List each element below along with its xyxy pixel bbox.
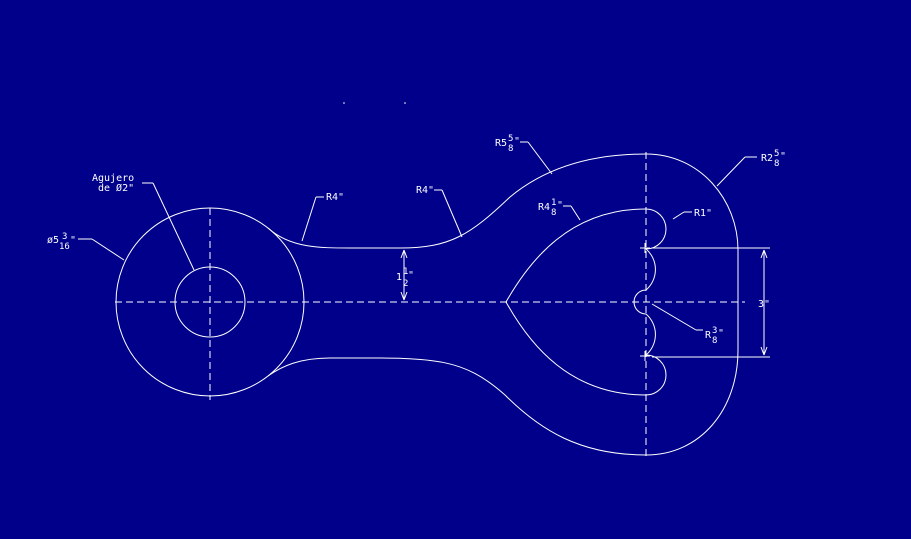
r4-inner-prefix: R4 [538,202,550,213]
r3-unit: " [718,328,724,339]
r5-unit: " [514,136,520,147]
dim-3-label: 3" [758,299,770,310]
outer-dia-leader [91,238,125,261]
r4-inner-leader [570,205,581,221]
r5-den: 8 [508,144,513,154]
stray-dot-left [343,102,345,104]
r4-inner-unit: " [557,200,563,211]
outer-dia-unit: " [70,235,76,246]
dimension-width [400,249,408,301]
hole-circle [174,266,246,338]
r4-left-leader [301,196,317,242]
r5-num: 5 [508,134,513,144]
inner-cutout [505,208,667,396]
outer-left-circle [115,207,305,397]
r4-mid-leader [441,189,463,238]
r5-leader [527,141,553,175]
center-lines [115,152,745,456]
r1-leader [672,211,685,220]
hole-label-line2: de Ø2" [98,182,134,194]
dimension-3in [652,247,770,358]
r2-prefix: R2 [761,153,773,164]
r2-unit: " [780,151,786,162]
hole-leader-line [152,182,195,271]
r3-num: 3 [712,326,717,336]
r3-leader [651,303,697,331]
r2-den: 8 [774,159,779,169]
width-dim-num: 1 [403,267,408,277]
hole-label-line1: Agujero [92,173,134,184]
outer-dia-num: 3 [62,232,67,242]
r3-den: 8 [712,336,717,346]
r2-num: 5 [774,149,779,159]
r3-prefix: R [705,330,712,341]
r1-label: R1" [694,208,712,219]
r4-inner-den: 8 [551,208,556,218]
center-marks [640,243,650,361]
stray-dot-right [404,102,406,104]
width-dim-whole: 1 [396,272,402,283]
r5-prefix: R5 [495,138,507,149]
outer-dia-prefix: ø5 [47,235,59,246]
r4-inner-num: 1 [551,198,556,208]
width-dim-unit: " [408,270,414,281]
width-dim-den: 2 [403,279,408,289]
r4-left-label: R4" [326,192,344,203]
outer-dia-den: 16 [59,242,70,252]
r4-mid-label: R4" [416,185,434,196]
outer-profile-top [267,153,739,456]
r2-leader [716,156,746,187]
